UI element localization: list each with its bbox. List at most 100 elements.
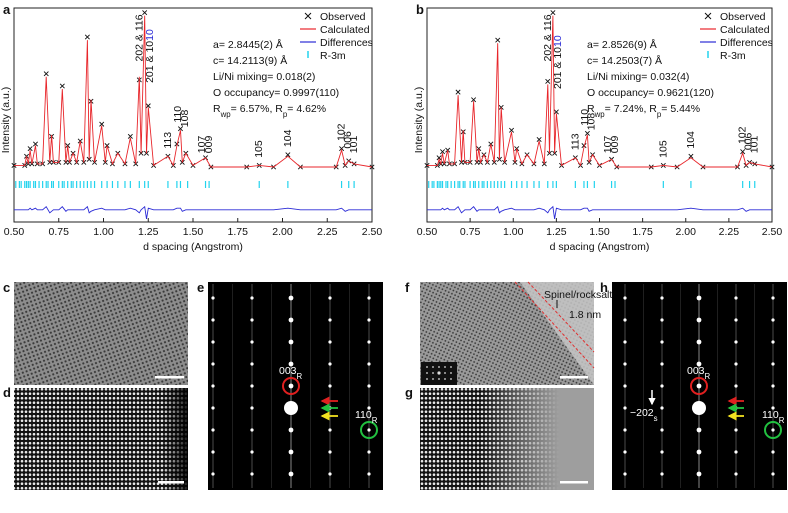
observed-point [552, 150, 558, 156]
spot [328, 428, 332, 432]
refinement-line: Li/Ni mixing= 0.018(2) [213, 71, 315, 83]
scale-bar [560, 376, 588, 379]
x-tick-label: 0.75 [460, 226, 481, 238]
legend-symbol [304, 12, 312, 20]
spot [328, 340, 332, 344]
panel-label: a [3, 2, 11, 17]
text-part: R [705, 372, 711, 381]
spot [771, 428, 775, 432]
spot [250, 362, 254, 366]
scale-bar [155, 376, 184, 379]
peak-label: 108 [586, 113, 598, 131]
peak-label: 102 [737, 126, 749, 144]
observed-point [86, 156, 92, 162]
refinement-line: c= 14.2503(7) Å [587, 54, 662, 67]
peak-label: 101 [749, 136, 761, 154]
text-part: −202 [630, 407, 654, 419]
x-axis-label: d spacing (Angstrom) [550, 241, 650, 253]
text-part: R [213, 103, 221, 115]
observed-point [27, 146, 33, 152]
legend-label: R-3m [720, 50, 746, 62]
legend-label: Differences [320, 37, 373, 49]
spot [211, 296, 215, 300]
panel-label: b [416, 2, 424, 17]
refinement-line: c= 14.2113(9) Å [213, 54, 287, 67]
spot [250, 340, 254, 344]
stem-edge [14, 388, 188, 490]
text-part: 10 [552, 35, 564, 47]
annotation: Spinel/rocksalt [544, 289, 612, 301]
peak-label: 202 & 116 [542, 14, 554, 61]
spot [211, 362, 215, 366]
spot [771, 472, 775, 476]
spot [367, 472, 371, 476]
fft-spot [450, 378, 452, 380]
spot [328, 362, 332, 366]
panel-label: d [3, 385, 11, 400]
spot [696, 339, 702, 345]
refinement-line: O occupancy= 0.9621(120) [587, 87, 714, 99]
spot [250, 296, 254, 300]
diffraction-pattern [208, 282, 383, 490]
text-part: R [372, 416, 378, 425]
spot [660, 340, 664, 344]
x-tick-label: 2.50 [362, 226, 383, 238]
panel-label: e [197, 280, 204, 295]
fft-spot [432, 378, 434, 380]
observed-point [495, 37, 501, 43]
peak-label: 107 [196, 136, 208, 154]
spot [660, 406, 664, 410]
observed-point [127, 133, 133, 139]
peak-label: 110 [579, 109, 591, 126]
text-part: 201 & 10 [552, 47, 564, 89]
spot [771, 406, 775, 410]
observed-point [99, 121, 105, 127]
fft-spot [426, 378, 428, 380]
spot [367, 362, 371, 366]
text-part: wp [594, 110, 606, 119]
spot [696, 449, 702, 455]
spot [328, 472, 332, 476]
spot [696, 383, 702, 389]
panel-label: h [600, 280, 608, 295]
spot [734, 318, 738, 322]
spot [623, 340, 627, 344]
fft-spot [437, 371, 441, 375]
peak-label: 101 [348, 136, 360, 154]
observed-point [455, 89, 461, 95]
legend-label: Observed [720, 11, 766, 23]
x-axis-label: d spacing (Angstrom) [143, 241, 243, 253]
text-part: = 6.57%, R [231, 103, 284, 115]
x-tick-label: 1.50 [589, 226, 610, 238]
observed-point [32, 141, 38, 147]
observed-point [509, 127, 515, 133]
text-part: 110 [762, 409, 779, 421]
spot [734, 340, 738, 344]
fft-spot [432, 366, 434, 368]
refinement-line: a= 2.8445(2) Å [213, 38, 283, 51]
text-part: R [779, 416, 785, 425]
peak-label: 113 [569, 133, 581, 150]
text-part: = 5.44% [661, 103, 700, 115]
spot [771, 340, 775, 344]
x-tick-label: 0.50 [417, 226, 438, 238]
peak-label: 102 [336, 123, 348, 141]
spot [288, 317, 294, 323]
text-part: = 7.24%, R [605, 103, 658, 115]
observed-point [339, 146, 345, 152]
x-tick-label: 1.50 [183, 226, 204, 238]
series-line [427, 15, 773, 168]
spot [734, 428, 738, 432]
observed-point [436, 155, 442, 161]
fft-spot [426, 372, 428, 374]
series-line [427, 205, 772, 219]
text-part: s [654, 414, 658, 423]
observed-point [550, 10, 556, 16]
observed-point [138, 150, 144, 156]
observed-point [498, 104, 504, 110]
y-axis-label: Intensity (a.u.) [413, 87, 425, 154]
text-part: 003 [687, 365, 705, 377]
spot [734, 362, 738, 366]
x-tick-label: 1.00 [93, 226, 114, 238]
spot [660, 318, 664, 322]
